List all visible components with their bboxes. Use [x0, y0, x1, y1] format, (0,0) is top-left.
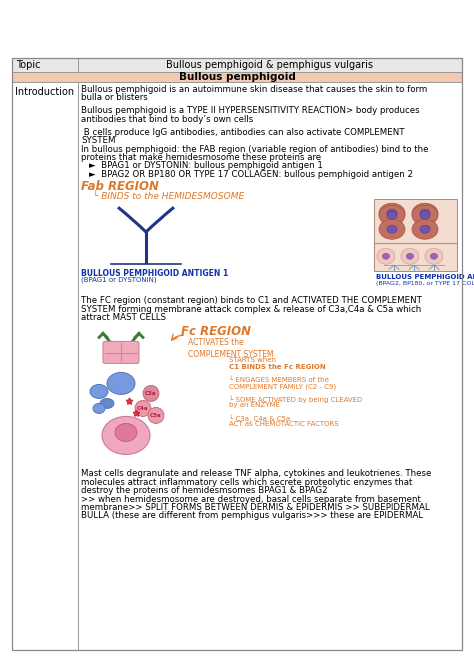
Bar	[12, 82, 462, 650]
Text: The FC region (constant region) binds to C1 and ACTIVATED THE COMPLEMENT: The FC region (constant region) binds to…	[81, 296, 422, 306]
Ellipse shape	[430, 253, 438, 259]
Circle shape	[148, 407, 164, 423]
Circle shape	[143, 385, 159, 401]
Bar	[12, 72, 462, 82]
Text: SYSTEM: SYSTEM	[81, 136, 116, 145]
FancyBboxPatch shape	[103, 342, 139, 363]
Text: destroy the proteins of hemidesmsomes BPAG1 & BPAG2: destroy the proteins of hemidesmsomes BP…	[81, 486, 328, 495]
Ellipse shape	[420, 211, 430, 219]
Text: (BPAG1 or DYSTONIN): (BPAG1 or DYSTONIN)	[81, 276, 156, 283]
Ellipse shape	[387, 225, 397, 233]
Text: └ SOME ACTIVATED by being CLEAVED: └ SOME ACTIVATED by being CLEAVED	[229, 395, 362, 403]
Text: C5a: C5a	[150, 413, 162, 418]
Ellipse shape	[107, 373, 135, 395]
Ellipse shape	[420, 225, 430, 233]
Text: └ BINDS to the HEMIDESMOSOME: └ BINDS to the HEMIDESMOSOME	[93, 192, 244, 201]
Text: by an ENZYME: by an ENZYME	[229, 403, 280, 409]
Text: Fab REGION: Fab REGION	[81, 180, 159, 193]
Ellipse shape	[412, 219, 438, 239]
Ellipse shape	[387, 209, 397, 217]
Text: membrane>> SPLIT FORMS BETWEEN DERMIS & EPIDERMIS >> SUBEPIDERMAL: membrane>> SPLIT FORMS BETWEEN DERMIS & …	[81, 503, 429, 512]
Ellipse shape	[387, 211, 397, 219]
Text: antibodies that bind to body’s own cells: antibodies that bind to body’s own cells	[81, 115, 253, 124]
Text: Bullous pemphigoid & pemphigus vulgaris: Bullous pemphigoid & pemphigus vulgaris	[166, 60, 374, 70]
Text: BULLOUS PEMPHIGOID ANTIGEN 2: BULLOUS PEMPHIGOID ANTIGEN 2	[376, 274, 474, 280]
Text: (BPAG2, BP180, or TYPE 17 COLLAGEN): (BPAG2, BP180, or TYPE 17 COLLAGEN)	[376, 281, 474, 286]
Text: C3a: C3a	[145, 391, 157, 396]
Ellipse shape	[383, 253, 390, 259]
Ellipse shape	[100, 399, 114, 409]
Text: ►  BPAG1 or DYSTONIN: bullous pemphigoid antigen 1: ► BPAG1 or DYSTONIN: bullous pemphigoid …	[89, 161, 323, 170]
Ellipse shape	[102, 417, 150, 454]
Text: proteins that make hemidesmosome these proteins are: proteins that make hemidesmosome these p…	[81, 153, 321, 162]
Text: Fc REGION: Fc REGION	[181, 326, 251, 338]
Text: SYSTEM forming membrane attack complex & release of C3a,C4a & C5a which: SYSTEM forming membrane attack complex &…	[81, 305, 421, 314]
Ellipse shape	[379, 205, 405, 225]
Text: bulla or blisters: bulla or blisters	[81, 93, 148, 103]
Text: ACTIVATES the
COMPLEMENT SYSTEM: ACTIVATES the COMPLEMENT SYSTEM	[188, 338, 273, 359]
Bar	[374, 199, 457, 271]
Text: Bullous pemphigoid is an autoimmune skin disease that causes the skin to form: Bullous pemphigoid is an autoimmune skin…	[81, 85, 427, 94]
Ellipse shape	[379, 219, 405, 239]
Text: Bullous pemphigoid is a TYPE II HYPERSENSITIVITY REACTION> body produces: Bullous pemphigoid is a TYPE II HYPERSEN…	[81, 107, 419, 115]
Text: Topic: Topic	[16, 60, 40, 70]
Ellipse shape	[420, 209, 430, 217]
Text: In bullous pemphigoid: the FAB region (variable region of antibodies) bind to th: In bullous pemphigoid: the FAB region (v…	[81, 145, 428, 153]
Text: B cells produce IgG antibodies, antibodies can also activate COMPLEMENT: B cells produce IgG antibodies, antibodi…	[81, 128, 404, 137]
Text: BULLOUS PEMPHIGOID ANTIGEN 1: BULLOUS PEMPHIGOID ANTIGEN 1	[81, 269, 228, 278]
Ellipse shape	[407, 253, 413, 259]
Ellipse shape	[115, 423, 137, 442]
Circle shape	[135, 401, 151, 417]
Text: >> when hemidesmosome are destroyed, basal cells separate from basement: >> when hemidesmosome are destroyed, bas…	[81, 494, 421, 504]
Ellipse shape	[425, 249, 443, 264]
Bar	[12, 58, 462, 650]
Ellipse shape	[90, 385, 108, 399]
Text: BULLA (these are different from pemphigus vulgaris>>> these are EPIDERMAL: BULLA (these are different from pemphigu…	[81, 511, 423, 521]
Text: └ ENGAGES MEMBERS of the: └ ENGAGES MEMBERS of the	[229, 377, 329, 383]
Text: ACT as CHEMOTACTIC FACTORS: ACT as CHEMOTACTIC FACTORS	[229, 421, 338, 427]
Ellipse shape	[401, 249, 419, 264]
Text: C1 BINDS the Fc REGION: C1 BINDS the Fc REGION	[229, 364, 326, 371]
Text: attract MAST CELLS: attract MAST CELLS	[81, 313, 166, 322]
Text: COMPLEMENT FAMILY (C2 - C9): COMPLEMENT FAMILY (C2 - C9)	[229, 383, 336, 390]
Text: └ C3a, C4a & C5a: └ C3a, C4a & C5a	[229, 415, 290, 422]
Ellipse shape	[93, 403, 105, 413]
Text: Mast cells degranulate and release TNF alpha, cytokines and leukotrienes. These: Mast cells degranulate and release TNF a…	[81, 470, 431, 478]
Ellipse shape	[412, 205, 438, 225]
Ellipse shape	[412, 203, 438, 223]
Text: STARTS when: STARTS when	[229, 357, 276, 363]
Text: Bullous pemphigoid: Bullous pemphigoid	[179, 72, 295, 82]
Ellipse shape	[377, 249, 395, 264]
Text: ►  BPAG2 OR BP180 OR TYPE 17 COLLAGEN: bullous pemphigoid antigen 2: ► BPAG2 OR BP180 OR TYPE 17 COLLAGEN: bu…	[89, 170, 413, 179]
Text: C4a: C4a	[137, 406, 149, 411]
Ellipse shape	[379, 203, 405, 223]
Text: Introduction: Introduction	[15, 87, 74, 97]
Bar	[12, 58, 462, 72]
Text: molecules attract inflammatory cells which secrete proteolytic enzymes that: molecules attract inflammatory cells whi…	[81, 478, 412, 487]
